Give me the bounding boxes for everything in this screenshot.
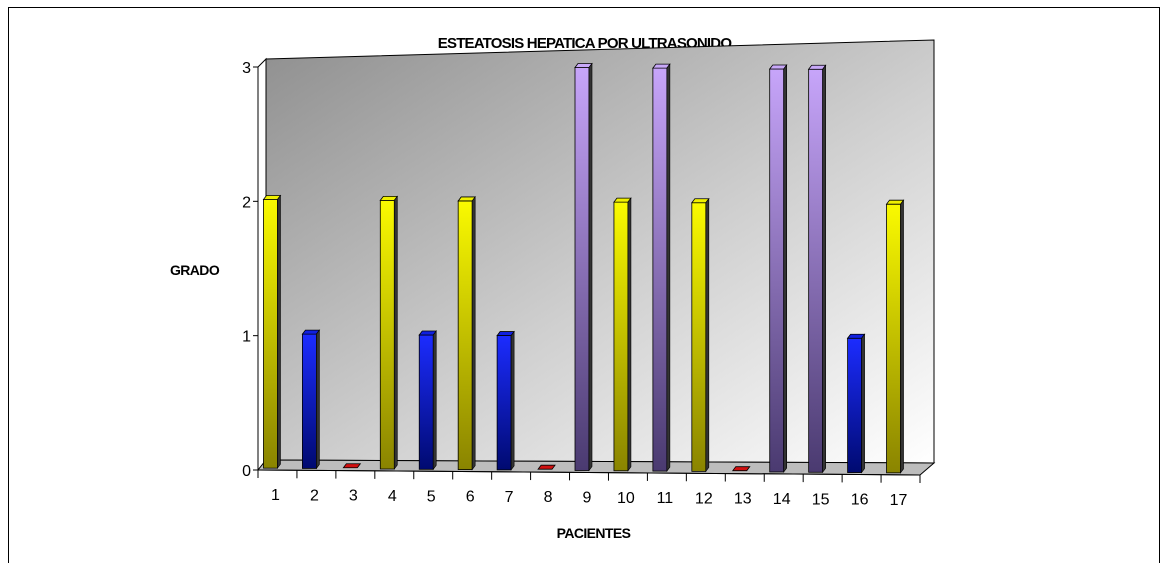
bar-front <box>418 334 434 470</box>
bar <box>768 64 788 473</box>
bar <box>537 464 556 470</box>
bar-side <box>705 197 710 473</box>
bar <box>691 197 710 473</box>
bar <box>418 330 438 471</box>
x-tick-label: 17 <box>890 492 908 509</box>
bar-front <box>691 202 707 472</box>
bar-front <box>263 199 278 469</box>
bar <box>457 196 476 471</box>
x-tick-label: 9 <box>583 490 592 507</box>
bar <box>731 466 751 472</box>
x-tick-label: 1 <box>271 487 280 504</box>
x-tick-label: 14 <box>773 491 791 508</box>
bar-front <box>847 337 862 473</box>
y-tick-label: 2 <box>242 194 251 211</box>
y-tick-label: 3 <box>242 60 251 77</box>
y-axis-title: GRADO <box>170 262 220 278</box>
x-tick-label: 6 <box>466 489 475 506</box>
bar <box>496 330 515 471</box>
bar-side <box>432 330 437 471</box>
x-tick-label: 10 <box>617 490 635 507</box>
bar-side <box>627 197 632 472</box>
x-tick-label: 5 <box>427 488 436 505</box>
bar-side <box>861 333 865 474</box>
bar-front <box>652 67 668 472</box>
bar <box>846 333 866 474</box>
x-tick-label: 7 <box>505 489 514 506</box>
bar <box>262 194 282 470</box>
x-tick-label: 16 <box>851 492 869 509</box>
bar <box>574 62 593 472</box>
x-tick-label: 15 <box>812 491 830 508</box>
bar-side <box>783 64 788 473</box>
bar <box>652 63 671 472</box>
bar <box>342 463 362 469</box>
bar-front <box>496 335 512 471</box>
bar <box>379 195 399 470</box>
bar-front <box>808 68 824 473</box>
x-tick-label: 3 <box>349 488 358 505</box>
bar-front <box>457 200 473 471</box>
x-tick-label: 4 <box>388 488 397 505</box>
bar-side <box>277 194 281 470</box>
bar <box>807 64 827 474</box>
bar-front <box>769 68 785 473</box>
bar-side <box>900 199 904 474</box>
bar-front <box>574 67 590 471</box>
bar <box>885 199 905 474</box>
x-tick-label: 13 <box>734 491 752 508</box>
bar-side <box>393 195 398 470</box>
x-tick-label: 8 <box>544 489 553 506</box>
bar-side <box>588 62 593 472</box>
bar <box>613 197 632 472</box>
bar-side <box>666 63 671 472</box>
bar <box>301 329 321 470</box>
x-tick-label: 12 <box>695 490 713 507</box>
back-wall <box>265 39 935 464</box>
bar-front <box>613 201 629 472</box>
bar-front <box>379 199 395 470</box>
y-tick-label: 0 <box>242 463 251 480</box>
bar-side <box>510 330 515 471</box>
bar-front <box>886 203 901 474</box>
bar-front <box>302 333 317 469</box>
bar-side <box>822 64 826 474</box>
y-tick-label: 1 <box>242 329 251 346</box>
x-tick-label: 11 <box>657 490 674 507</box>
x-axis-title: PACIENTES <box>556 525 631 541</box>
bar-side <box>316 329 320 470</box>
x-axis-line <box>257 469 921 476</box>
bar-side <box>471 196 476 471</box>
x-tick-label: 2 <box>310 487 319 504</box>
